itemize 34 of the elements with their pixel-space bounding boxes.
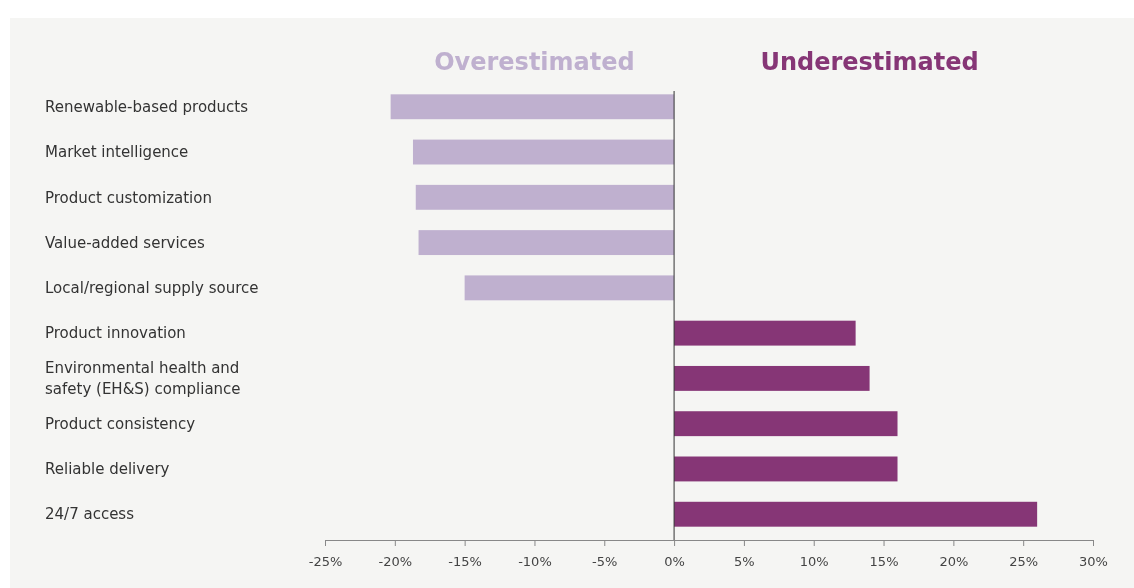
x-tick-label: 15% — [869, 553, 899, 569]
bar — [674, 320, 856, 346]
series-label: Overestimated — [434, 48, 635, 76]
text: Underestimated — [760, 48, 979, 76]
y-tick-label: 24/7 access — [45, 505, 135, 524]
bar — [390, 94, 675, 120]
bar — [674, 456, 898, 482]
y-tick-label: Product innovation — [45, 324, 186, 343]
bar — [412, 139, 675, 165]
bar — [464, 275, 675, 301]
x-tick-label: 0% — [664, 553, 685, 569]
y-tick-label: Value-added services — [45, 233, 206, 252]
bar — [418, 230, 675, 256]
x-tick-label: 5% — [734, 553, 755, 569]
x-tick-label: -25% — [308, 553, 343, 569]
bar — [674, 501, 1038, 527]
y-tick-label: Product customization — [45, 188, 212, 207]
x-tick-label: -20% — [378, 553, 413, 569]
x-tick-label: 30% — [1079, 553, 1108, 569]
y-tick-label: Renewable-based products — [45, 98, 249, 117]
bar — [674, 411, 898, 437]
x-tick-label: -15% — [448, 553, 482, 569]
bar — [674, 365, 870, 391]
y-tick-label: Local/regional supply source — [45, 279, 259, 298]
bar — [415, 184, 675, 210]
y-tick-label: Market intelligence — [45, 143, 189, 162]
x-tick-label: 25% — [1009, 553, 1039, 569]
x-tick-label: 10% — [799, 553, 829, 569]
y-tick-label: Product consistency — [45, 414, 196, 433]
x-tick-label: -10% — [518, 553, 552, 569]
x-tick-label: -5% — [592, 553, 618, 569]
y-tick-label: Environmental health and safety (EH&S) compliance — [45, 359, 241, 399]
y-tick-label: Reliable delivery — [45, 460, 170, 479]
x-tick-label: 20% — [939, 553, 969, 569]
